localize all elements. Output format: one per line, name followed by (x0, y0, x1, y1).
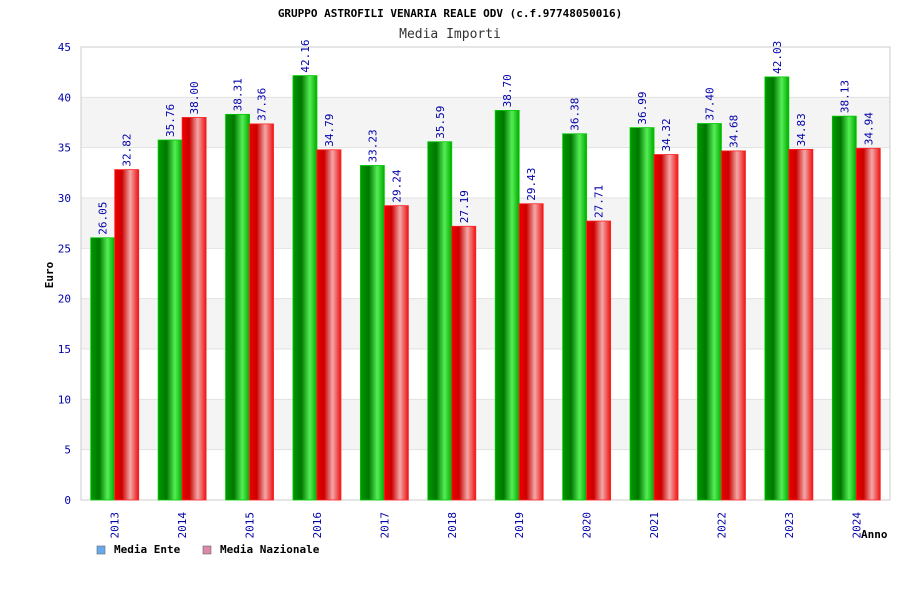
x-tick-label: 2021 (648, 512, 661, 539)
y-tick-label: 45 (58, 41, 71, 54)
bar-media-ente-2023 (764, 76, 790, 501)
legend-swatch-media-ente (96, 545, 106, 555)
grid-band (81, 198, 890, 249)
bar-media-ente-2013 (90, 237, 116, 501)
value-label-media-ente-2019: 38.70 (501, 74, 514, 107)
value-label-media-ente-2018: 35.59 (434, 106, 447, 139)
grid-band (81, 97, 890, 148)
x-tick-label: 2024 (850, 512, 863, 539)
y-tick-label: 35 (58, 142, 71, 155)
x-tick-label: 2020 (581, 512, 594, 539)
x-tick-label: 2014 (176, 512, 189, 539)
y-tick-label: 10 (58, 393, 71, 406)
value-label-media-nazionale-2014: 38.00 (188, 81, 201, 114)
value-label-media-ente-2022: 37.40 (703, 87, 716, 120)
value-label-media-ente-2024: 38.13 (838, 80, 851, 113)
value-label-media-nazionale-2015: 37.36 (256, 88, 269, 121)
bar-media-nazionale-2017 (383, 205, 409, 501)
plot-border (80, 46, 891, 501)
x-tick-label: 2018 (446, 512, 459, 539)
bar-media-nazionale-2023 (788, 148, 814, 501)
y-tick-label: 40 (58, 91, 71, 104)
legend-label-media-nazionale: Media Nazionale (220, 543, 320, 556)
value-label-media-nazionale-2024: 34.94 (862, 112, 875, 145)
y-tick-label: 25 (58, 242, 71, 255)
value-label-media-nazionale-2017: 29.24 (390, 169, 403, 202)
value-label-media-ente-2013: 26.05 (97, 202, 110, 235)
value-label-media-nazionale-2018: 27.19 (458, 190, 471, 223)
x-tick-label: 2019 (513, 512, 526, 539)
value-label-media-ente-2014: 35.76 (164, 104, 177, 137)
value-label-media-nazionale-2023: 34.83 (795, 113, 808, 146)
y-axis-title: Euro (43, 261, 56, 288)
value-label-media-nazionale-2022: 34.68 (727, 115, 740, 148)
legend: Media Ente Media Nazionale (96, 543, 320, 556)
chart-title: GRUPPO ASTROFILI VENARIA REALE ODV (c.f.… (278, 7, 622, 20)
bar-media-ente-2019 (494, 110, 520, 501)
bar-media-nazionale-2016 (316, 149, 342, 501)
bar-media-nazionale-2021 (653, 154, 679, 501)
bar-media-nazionale-2019 (518, 203, 544, 501)
x-tick-label: 2013 (109, 512, 122, 539)
x-axis-title: Anno (861, 528, 888, 541)
value-label-media-ente-2017: 33.23 (366, 129, 379, 162)
bar-media-nazionale-2020 (586, 220, 612, 501)
value-label-media-nazionale-2020: 27.71 (593, 185, 606, 218)
y-tick-label: 20 (58, 293, 71, 306)
bar-media-nazionale-2024 (855, 147, 881, 501)
grid-band (81, 399, 890, 450)
value-label-media-ente-2015: 38.31 (232, 78, 245, 111)
y-tick-label: 0 (64, 494, 71, 507)
value-label-media-nazionale-2019: 29.43 (525, 168, 538, 201)
grid-band (81, 298, 890, 349)
value-label-media-ente-2023: 42.03 (771, 41, 784, 74)
value-label-media-nazionale-2021: 34.32 (660, 118, 673, 151)
bar-media-ente-2022 (697, 123, 722, 501)
y-tick-label: 5 (64, 444, 71, 457)
x-tick-label: 2023 (783, 512, 796, 539)
bar-media-nazionale-2022 (721, 150, 746, 501)
bar-media-nazionale-2015 (249, 123, 274, 501)
bar-media-ente-2020 (562, 133, 588, 501)
legend-swatch-media-nazionale (202, 545, 212, 555)
value-label-media-nazionale-2013: 32.82 (121, 133, 134, 166)
bar-media-ente-2015 (225, 113, 250, 501)
chart-subtitle: Media Importi (399, 27, 501, 42)
bar-media-ente-2014 (157, 139, 183, 501)
bar-media-ente-2021 (629, 127, 655, 501)
x-tick-label: 2022 (715, 512, 728, 539)
bar-media-nazionale-2013 (114, 169, 140, 501)
value-label-media-nazionale-2016: 34.79 (323, 114, 336, 147)
bar-media-ente-2017 (359, 165, 385, 501)
x-tick-label: 2017 (378, 512, 391, 539)
x-tick-label: 2015 (244, 512, 257, 539)
x-tick-label: 2016 (311, 512, 324, 539)
value-label-media-ente-2021: 36.99 (636, 92, 649, 125)
value-label-media-ente-2020: 36.38 (569, 98, 582, 131)
bar-media-nazionale-2018 (451, 225, 477, 501)
bar-media-ente-2018 (427, 141, 453, 501)
y-tick-label: 15 (58, 343, 71, 356)
value-label-media-ente-2016: 42.16 (299, 39, 312, 72)
bar-media-nazionale-2014 (181, 117, 207, 501)
legend-label-media-ente: Media Ente (114, 543, 181, 556)
y-tick-label: 30 (58, 192, 71, 205)
bar-media-ente-2024 (831, 115, 857, 501)
bar-media-ente-2016 (292, 75, 318, 501)
